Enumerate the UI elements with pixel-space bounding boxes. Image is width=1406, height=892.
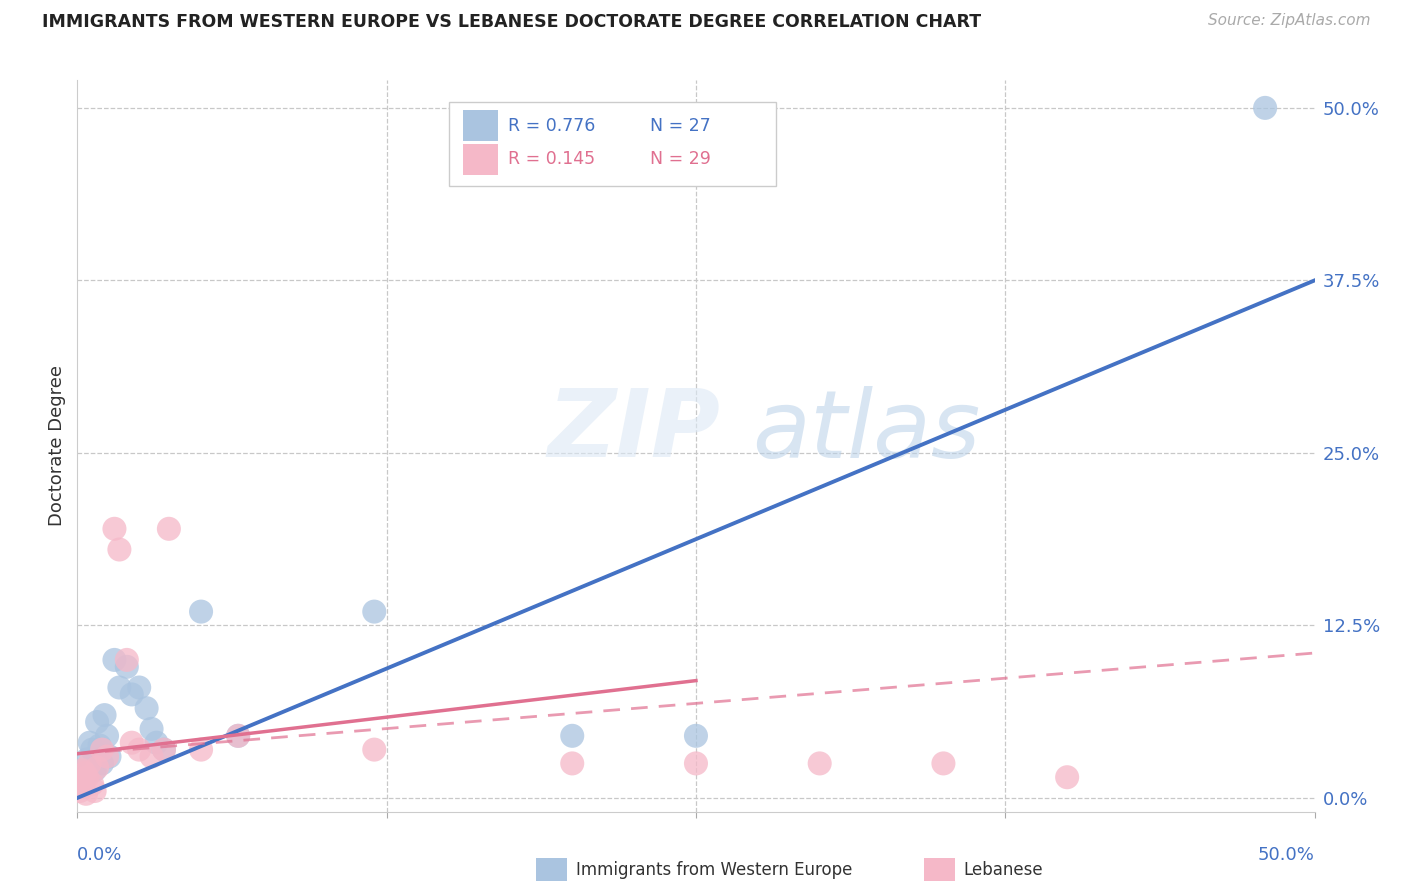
Point xyxy=(93,708,115,723)
Point xyxy=(79,736,101,750)
Point xyxy=(226,729,249,743)
Point xyxy=(96,729,118,743)
Text: R = 0.776: R = 0.776 xyxy=(508,117,595,135)
Text: ZIP: ZIP xyxy=(547,385,720,477)
Point xyxy=(91,742,114,756)
Point xyxy=(128,742,150,756)
Text: Immigrants from Western Europe: Immigrants from Western Europe xyxy=(576,861,853,879)
Point xyxy=(121,736,143,750)
FancyBboxPatch shape xyxy=(449,103,776,186)
Point xyxy=(115,653,138,667)
Point xyxy=(121,687,143,701)
Point xyxy=(128,681,150,695)
Point xyxy=(72,780,94,794)
Point xyxy=(153,742,176,756)
Point xyxy=(73,770,96,784)
Point xyxy=(108,542,131,557)
Point xyxy=(89,739,111,753)
Point xyxy=(76,770,98,784)
Text: Lebanese: Lebanese xyxy=(963,861,1043,879)
Text: atlas: atlas xyxy=(752,386,980,477)
Point xyxy=(115,660,138,674)
Point xyxy=(141,749,163,764)
Point xyxy=(103,522,125,536)
Point xyxy=(145,736,167,750)
Text: Source: ZipAtlas.com: Source: ZipAtlas.com xyxy=(1208,13,1371,29)
Text: N = 27: N = 27 xyxy=(650,117,711,135)
Point xyxy=(932,756,955,771)
Point xyxy=(72,764,94,778)
Point xyxy=(73,766,96,780)
Point xyxy=(363,605,385,619)
Point xyxy=(86,714,108,729)
Point xyxy=(83,784,105,798)
Point xyxy=(153,742,176,756)
Point xyxy=(1056,770,1078,784)
Point xyxy=(69,784,91,798)
Point xyxy=(190,605,212,619)
FancyBboxPatch shape xyxy=(464,111,498,141)
FancyBboxPatch shape xyxy=(464,144,498,175)
Point xyxy=(82,777,104,791)
Point xyxy=(363,742,385,756)
Point xyxy=(103,653,125,667)
Text: R = 0.145: R = 0.145 xyxy=(508,150,595,169)
Point xyxy=(82,742,104,756)
Point xyxy=(72,780,94,794)
Point xyxy=(685,756,707,771)
Point xyxy=(108,681,131,695)
Point xyxy=(79,756,101,771)
Text: 50.0%: 50.0% xyxy=(1258,847,1315,864)
Point xyxy=(1254,101,1277,115)
Point xyxy=(226,729,249,743)
Point xyxy=(561,756,583,771)
Text: N = 29: N = 29 xyxy=(650,150,711,169)
Text: 0.0%: 0.0% xyxy=(77,847,122,864)
Point xyxy=(685,729,707,743)
Point xyxy=(141,722,163,736)
Point xyxy=(70,774,93,789)
Text: IMMIGRANTS FROM WESTERN EUROPE VS LEBANESE DOCTORATE DEGREE CORRELATION CHART: IMMIGRANTS FROM WESTERN EUROPE VS LEBANE… xyxy=(42,13,981,31)
Point xyxy=(808,756,831,771)
Point xyxy=(98,749,121,764)
Point xyxy=(75,787,97,801)
Point xyxy=(76,752,98,766)
Point xyxy=(91,756,114,771)
Point xyxy=(157,522,180,536)
Point xyxy=(561,729,583,743)
Point xyxy=(83,764,105,778)
Y-axis label: Doctorate Degree: Doctorate Degree xyxy=(48,366,66,526)
Point xyxy=(190,742,212,756)
Point xyxy=(86,760,108,774)
Point xyxy=(96,749,118,764)
Point xyxy=(135,701,157,715)
